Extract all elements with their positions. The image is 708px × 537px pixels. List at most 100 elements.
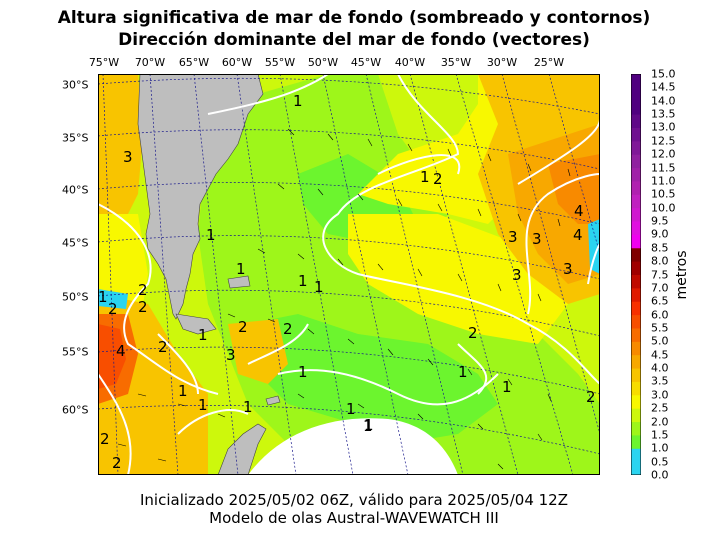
colorbar-tick-label: 6.0 (651, 308, 669, 322)
contour-label: 1 (198, 396, 208, 414)
colorbar-tick-label: 13.0 (651, 120, 676, 134)
colorbar-segment (631, 167, 641, 182)
contour-label: 1 (314, 278, 324, 296)
colorbar-tick-label: 10.5 (651, 187, 676, 201)
lon-label: 70°W (134, 56, 166, 69)
colorbar-tick-label: 15.0 (651, 67, 676, 81)
lat-label: 40°S (62, 183, 89, 197)
swell-vectors (117, 128, 571, 470)
contour-label: 3 (512, 266, 522, 284)
colorbar-segment (631, 180, 641, 195)
colorbar-tick-label: 7.0 (651, 281, 669, 295)
swell-region-west-yellow (98, 214, 148, 304)
contour-label: 1 (198, 326, 208, 344)
colorbar-segment (631, 287, 641, 302)
colorbar-segment (631, 100, 641, 115)
colorbar-segment (631, 114, 641, 128)
colorbar-segment (631, 314, 641, 329)
colorbar-segment (631, 261, 641, 275)
lon-label: 35°W (440, 56, 472, 69)
colorbar-segment (631, 381, 641, 396)
colorbar-tick-label: 11.0 (651, 174, 676, 188)
contour-label: 2 (112, 454, 122, 472)
contour-label: 1 (98, 288, 108, 306)
contour-label: 1 (206, 226, 216, 244)
lon-label: 40°W (394, 56, 426, 69)
lon-label: 65°W (178, 56, 210, 69)
colorbar-tick-label: 8.0 (651, 254, 669, 268)
contour-label: 4 (116, 342, 126, 360)
colorbar-segment (631, 301, 641, 316)
colorbar-tick-label: 2.0 (651, 415, 669, 429)
contour-label: 2 (138, 281, 148, 299)
contour-label: 2 (283, 320, 293, 338)
ice-region (248, 418, 458, 475)
colorbar-tick-label: 5.0 (651, 334, 669, 348)
colorbar-segment (631, 421, 641, 436)
lon-label: 45°W (350, 56, 382, 69)
contour-label: 1 (364, 416, 374, 434)
colorbar-tick-label: 12.0 (651, 147, 676, 161)
swell-region-dark-orange (548, 154, 600, 224)
land-tierra-del-fuego (175, 313, 217, 335)
map-subtitle: Dirección dominante del mar de fondo (ve… (118, 30, 590, 50)
colorbar-segment (631, 368, 641, 382)
colorbar-tick-label: 4.0 (651, 361, 669, 375)
colorbar-tick-label: 9.5 (651, 214, 669, 228)
contour-label: 2 (158, 338, 168, 356)
lat-label: 35°S (62, 131, 89, 145)
colorbar-tick-label: 14.0 (651, 94, 676, 108)
colorbar-tick-label: 8.5 (651, 241, 669, 255)
colorbar-segment (631, 234, 641, 249)
colorbar-segment (631, 274, 641, 289)
contour-label-group: 1 1 1 1 1 1 1 1 1 1 1 1 1 1 1 2 2 2 2 2 … (98, 92, 596, 472)
colorbar-segment (631, 448, 641, 463)
map-frame (98, 74, 600, 475)
colorbar-segment (631, 140, 641, 155)
colorbar-tick-label: 2.5 (651, 401, 669, 415)
colorbar-segment (631, 354, 641, 369)
contour-label: 2 (433, 170, 443, 188)
swell-height-map: 1 1 1 1 1 1 1 1 1 1 1 1 1 1 1 2 2 2 2 2 … (98, 74, 600, 475)
colorbar-segment (631, 154, 641, 169)
colorbar-tick-label: 0.0 (651, 468, 669, 482)
swell-region-lightgreen (248, 314, 498, 444)
map-title: Altura significativa de mar de fondo (so… (57, 8, 651, 28)
colorbar-tick-label: 6.5 (651, 294, 669, 308)
lat-label: 55°S (62, 345, 89, 359)
colorbar-segment (631, 434, 641, 449)
contour-label: 2 (108, 300, 118, 318)
colorbar-segment (631, 221, 641, 235)
colorbar-tick-label: 7.5 (651, 268, 669, 281)
contour-label: 3 (226, 346, 236, 364)
colorbar-segment (631, 408, 641, 423)
land-south-georgia (265, 395, 281, 406)
lat-label: 30°S (62, 78, 89, 92)
colorbar-segment (631, 87, 641, 102)
contour-label: 1 (178, 382, 188, 400)
contour-label: 1 (346, 400, 356, 418)
contour-label: 2 (138, 298, 148, 316)
colorbar-tick-label: 0.5 (651, 455, 669, 469)
lon-label: 60°W (221, 56, 253, 69)
colorbar-frame (631, 74, 641, 475)
contour-label: 1 (458, 363, 468, 381)
swell-region-cyan (98, 289, 128, 309)
colorbar-tick-label: 10.0 (651, 201, 676, 215)
contour-label: 2 (100, 430, 110, 448)
contour-label: 1 (420, 168, 430, 186)
colorbar-tick-label: 13.5 (651, 107, 676, 121)
swell-region-cyan-2 (588, 219, 600, 274)
swell-region-west-orange (98, 74, 143, 214)
contour-label: 3 (532, 230, 542, 248)
contour-label: 2 (586, 388, 596, 406)
graticule (98, 74, 600, 475)
swell-region-sw-deep-red (98, 324, 126, 389)
colorbar-segment (631, 247, 641, 262)
lon-label: 30°W (486, 56, 518, 69)
swell-contours (98, 74, 600, 475)
lon-label: 50°W (307, 56, 339, 69)
lat-label: 60°S (62, 403, 89, 417)
contour-label: 1 (236, 260, 246, 278)
colorbar-segment (631, 461, 641, 475)
